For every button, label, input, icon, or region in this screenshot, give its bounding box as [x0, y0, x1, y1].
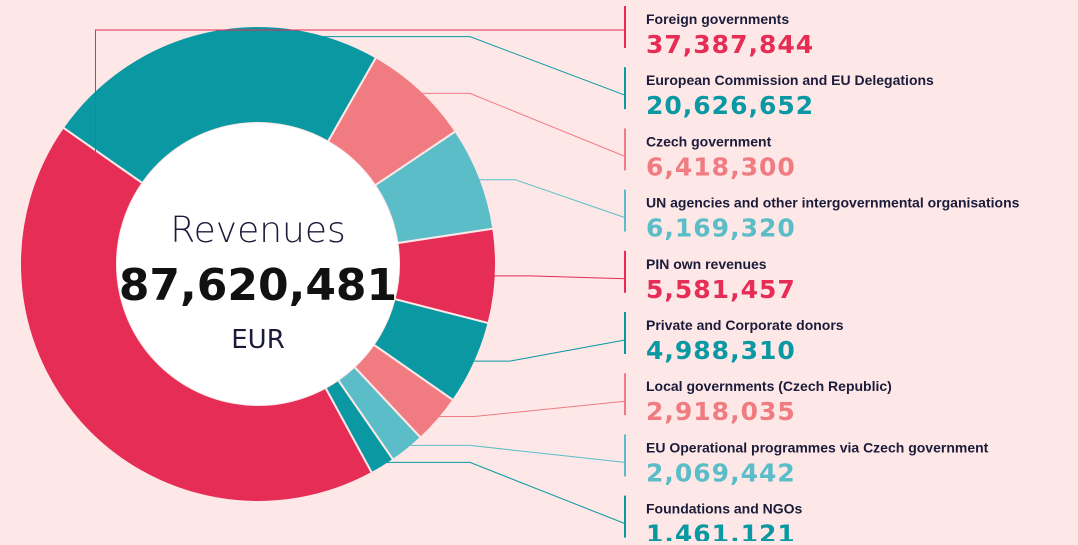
value-label: 2,918,035	[646, 397, 796, 426]
leader-line	[475, 179, 626, 219]
category-label: Foundations and NGOs	[646, 501, 803, 517]
value-label: 1,461,121	[646, 520, 796, 541]
category-label: EU Operational programmes via Czech gove…	[646, 439, 989, 455]
value-label: 20,626,652	[646, 91, 814, 120]
value-label: 4,988,310	[646, 336, 796, 365]
label-bar	[624, 67, 626, 110]
center-unit: EUR	[231, 325, 285, 355]
center-value: 87,620,481	[119, 260, 397, 311]
leader-line	[207, 36, 626, 96]
leader-line	[404, 444, 626, 463]
value-label: 2,069,442	[646, 458, 796, 487]
leader-line	[95, 29, 625, 410]
category-label: PIN own revenues	[646, 256, 767, 272]
leader-line	[469, 339, 626, 362]
category-label: Foreign governments	[646, 11, 789, 27]
label-bar	[624, 373, 626, 416]
category-label: Czech government	[646, 133, 772, 149]
leader-line	[490, 275, 626, 280]
leader-line	[416, 92, 626, 157]
leader-line	[434, 400, 626, 418]
value-label: 6,169,320	[646, 214, 796, 243]
value-label: 5,581,457	[646, 275, 796, 304]
label-bar	[624, 250, 626, 293]
value-label: 6,418,300	[646, 152, 796, 181]
category-label: European Commission and EU Delegations	[646, 72, 934, 88]
donut-hole	[117, 123, 399, 405]
label-bar	[624, 6, 626, 48]
leader-line	[380, 461, 626, 525]
label-bar	[624, 128, 626, 171]
category-label: Private and Corporate donors	[646, 317, 844, 333]
category-label: Local governments (Czech Republic)	[646, 378, 892, 394]
category-label: UN agencies and other intergovernmental …	[646, 195, 1020, 211]
value-label: 37,387,844	[646, 30, 814, 59]
label-bar	[624, 189, 626, 232]
label-bar	[624, 434, 626, 477]
label-bar	[624, 312, 626, 354]
label-bar	[624, 495, 626, 538]
center-title: Revenues	[170, 210, 346, 251]
